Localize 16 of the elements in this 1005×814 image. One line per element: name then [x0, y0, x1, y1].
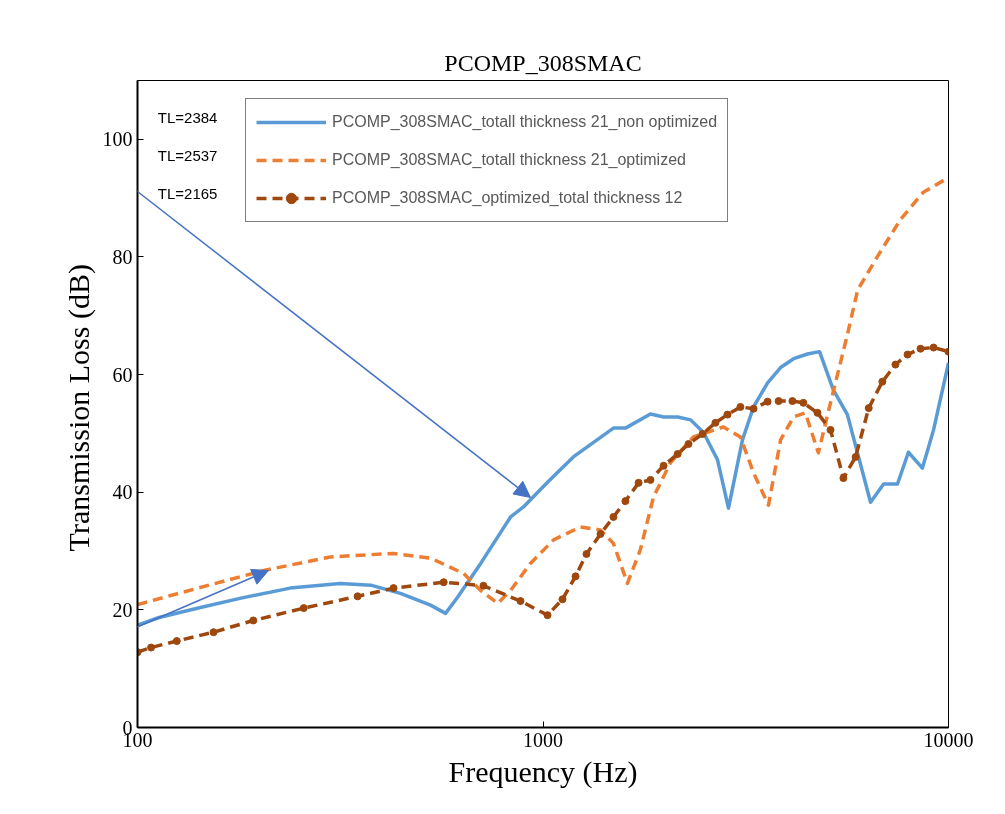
y-tick-label: 40	[112, 481, 133, 504]
y-tick-label: 20	[112, 598, 133, 621]
y-tick-label: 80	[112, 245, 133, 268]
annotation: TL=2384	[157, 108, 218, 126]
legend-label: PCOMP_308SMAC_optimized_total thickness 12	[332, 189, 683, 207]
y-axis-title: Transmission Loss (dB)	[61, 264, 96, 552]
x-axis-title: Frequency (Hz)	[448, 754, 638, 789]
legend-label: PCOMP_308SMAC_totall thickness 21_non optimized	[332, 113, 718, 131]
annotation: TL=2165	[157, 185, 218, 203]
x-tick-label: 1000	[523, 728, 563, 751]
y-tick-label: 100	[102, 128, 133, 151]
y-tick-label: 60	[112, 363, 133, 386]
chart-title: PCOMP_308SMAC	[444, 49, 642, 76]
x-tick-label: 10000	[923, 728, 974, 751]
legend-label: PCOMP_308SMAC_totall thickness 21_optimized	[332, 151, 686, 169]
annotation: TL=2537	[157, 147, 218, 165]
